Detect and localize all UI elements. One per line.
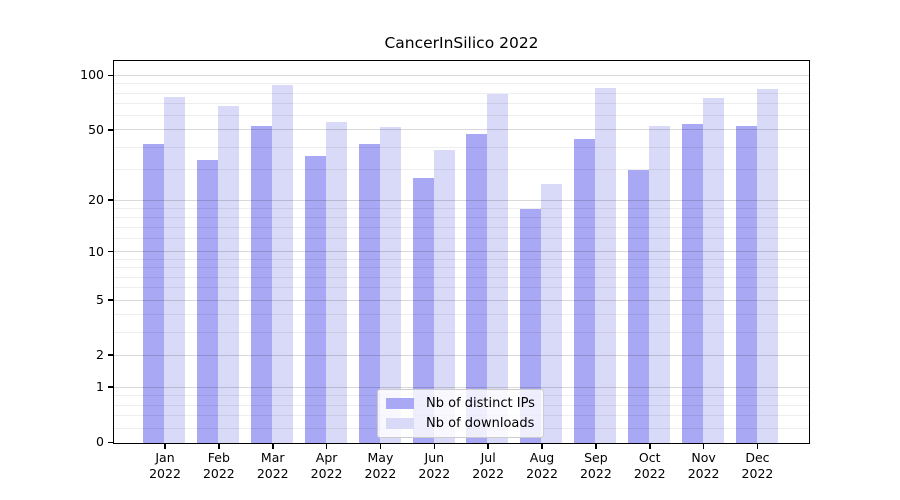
x-tick-jun	[433, 444, 436, 449]
legend-item-distinct-ips: Nb of distinct IPs	[386, 395, 535, 412]
x-tick-label-feb: Feb 2022	[202, 450, 235, 481]
gridline-minor-y-60	[114, 115, 809, 117]
x-tick-apr	[325, 444, 328, 449]
gridline-minor-y-18	[114, 207, 809, 209]
x-tick-sep	[595, 444, 597, 449]
gridline-major-y-100	[114, 75, 809, 77]
y-tick-label-5: 5	[96, 291, 104, 307]
gridline-major-y-20	[114, 199, 809, 201]
bar-downloads-jan	[164, 96, 186, 443]
gridline-major-y-10	[114, 251, 809, 253]
x-tick-aug	[541, 444, 543, 449]
y-tick-100	[107, 74, 113, 77]
y-tick-label-50: 50	[88, 121, 104, 137]
gridline-minor-y-30	[114, 169, 809, 171]
gridline-major-y-2	[114, 354, 809, 356]
x-tick-jan	[164, 444, 166, 449]
x-tick-dec	[756, 444, 759, 449]
bar-ips-oct	[628, 170, 650, 443]
bar-downloads-jul	[487, 93, 509, 443]
y-tick-label-100: 100	[80, 67, 104, 83]
gridline-minor-y-8	[114, 267, 809, 269]
x-tick-mar	[271, 444, 274, 449]
x-tick-label-apr: Apr 2022	[310, 450, 343, 481]
y-tick-label-1: 1	[96, 379, 104, 395]
bar-downloads-dec	[756, 88, 778, 443]
bar-ips-apr	[304, 155, 326, 443]
gridline-major-y-5	[114, 299, 809, 301]
bar-downloads-aug	[541, 184, 563, 443]
gridline-minor-y-90	[114, 83, 809, 85]
y-tick-2	[107, 354, 113, 356]
x-tick-label-sep: Sep 2022	[579, 450, 612, 481]
bar-ips-jul	[466, 133, 488, 443]
bar-ips-dec	[735, 125, 757, 443]
x-tick-label-mar: Mar 2022	[256, 450, 289, 481]
gridline-minor-y-4	[114, 314, 809, 316]
x-tick-label-nov: Nov 2022	[687, 450, 720, 481]
legend-swatch-downloads-icon	[386, 418, 414, 429]
y-tick-label-20: 20	[88, 192, 104, 208]
gridline-minor-y-12	[114, 238, 809, 240]
x-tick-label-may: May 2022	[364, 450, 397, 481]
bar-ips-mar	[251, 125, 273, 443]
x-tick-nov	[702, 444, 705, 449]
x-tick-jul	[487, 444, 489, 449]
gridline-minor-y-80	[114, 92, 809, 94]
gridline-major-y-50	[114, 129, 809, 131]
bar-ips-feb	[197, 160, 219, 443]
bar-ips-jun	[412, 178, 434, 443]
bar-ips-aug	[520, 208, 542, 443]
y-tick-0	[107, 441, 113, 444]
x-tick-label-jan: Jan 2022	[149, 450, 181, 481]
x-tick-label-aug: Aug 2022	[526, 450, 558, 481]
bar-downloads-sep	[595, 87, 617, 443]
y-tick-20	[107, 199, 113, 202]
y-tick-1	[107, 386, 113, 388]
bar-downloads-feb	[218, 106, 240, 443]
x-tick-label-oct: Oct 2022	[633, 450, 666, 481]
bar-ips-sep	[574, 138, 596, 443]
y-tick-label-2: 2	[96, 346, 104, 362]
y-tick-label-0: 0	[96, 434, 104, 450]
gridline-minor-y-16	[114, 216, 809, 218]
bar-downloads-mar	[272, 85, 294, 443]
y-tick-5	[107, 299, 113, 301]
gridline-minor-y-6	[114, 287, 809, 289]
legend-item-downloads: Nb of downloads	[386, 415, 535, 432]
y-tick-50	[107, 128, 113, 131]
chart-title: CancerInSilico 2022	[384, 34, 539, 52]
gridline-minor-y-40	[114, 146, 809, 148]
gridline-minor-y-3	[114, 331, 809, 333]
x-tick-label-jun: Jun 2022	[418, 450, 451, 481]
x-tick-may	[379, 444, 382, 449]
bar-downloads-apr	[325, 121, 347, 443]
x-tick-label-dec: Dec 2022	[741, 450, 774, 481]
bar-downloads-nov	[702, 97, 724, 443]
bar-ips-jan	[143, 144, 165, 443]
y-tick-10	[107, 250, 113, 253]
bar-ips-nov	[681, 124, 703, 443]
legend-label-downloads: Nb of downloads	[426, 416, 535, 431]
bar-ips-may	[358, 144, 380, 443]
gridline-minor-y-70	[114, 103, 809, 105]
legend: Nb of distinct IPs Nb of downloads	[377, 389, 544, 438]
x-tick-feb	[218, 444, 220, 449]
bar-downloads-may	[379, 127, 401, 443]
gridline-minor-y-7	[114, 276, 809, 278]
bar-downloads-oct	[649, 125, 671, 443]
gridline-major-y-1	[114, 386, 809, 388]
bar-downloads-jun	[433, 149, 455, 443]
legend-swatch-distinct-ips-icon	[386, 398, 414, 409]
x-tick-label-jul: Jul 2022	[472, 450, 505, 481]
legend-label-distinct-ips: Nb of distinct IPs	[426, 396, 535, 411]
gridline-minor-y-9	[114, 258, 809, 260]
y-tick-label-10: 10	[88, 243, 104, 259]
gridline-minor-y-14	[114, 226, 809, 228]
plot-area	[113, 60, 810, 444]
x-tick-oct	[648, 444, 651, 449]
